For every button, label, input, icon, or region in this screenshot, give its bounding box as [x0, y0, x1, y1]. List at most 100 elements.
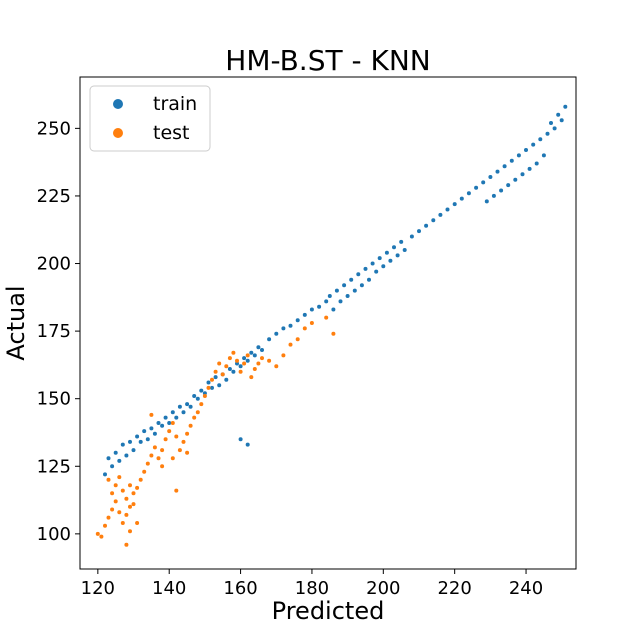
train-point: [324, 299, 329, 304]
y-tick-label: 100: [37, 524, 71, 545]
test-point: [124, 512, 129, 517]
train-point: [556, 112, 561, 117]
test-point: [149, 412, 154, 417]
test-point: [124, 542, 129, 547]
test-point: [188, 423, 193, 428]
train-point: [392, 245, 396, 250]
test-point: [142, 469, 147, 474]
train-point: [481, 180, 486, 185]
train-point: [113, 450, 118, 455]
train-point: [466, 191, 471, 196]
legend-train-marker: [113, 99, 123, 109]
train-point: [395, 253, 400, 258]
test-point: [103, 523, 107, 528]
train-point: [484, 199, 489, 204]
train-point: [538, 137, 543, 142]
train-point: [281, 326, 286, 331]
x-tick-label: 140: [152, 578, 186, 599]
y-axis-ticks: 100 125 150 175 200 225 250: [37, 118, 80, 545]
train-point: [206, 380, 211, 385]
test-point: [120, 488, 125, 493]
train-point: [103, 472, 107, 477]
test-point: [177, 448, 182, 453]
test-point: [252, 367, 257, 371]
train-point: [302, 312, 307, 317]
train-point: [334, 288, 339, 293]
test-point: [131, 502, 136, 507]
test-point: [210, 377, 214, 382]
test-point: [128, 504, 132, 509]
train-point: [317, 304, 322, 309]
test-point: [224, 364, 229, 369]
x-tick-label: 220: [437, 578, 471, 599]
train-point: [474, 185, 479, 190]
train-point: [452, 202, 457, 207]
test-point: [117, 475, 122, 480]
train-point: [506, 183, 511, 188]
test-point: [267, 358, 272, 363]
test-point: [156, 456, 161, 461]
x-tick-label: 120: [81, 578, 115, 599]
train-point: [210, 385, 214, 390]
test-point: [163, 437, 168, 442]
train-point: [174, 415, 179, 420]
train-point: [359, 283, 364, 288]
train-point: [188, 404, 193, 409]
train-point: [145, 437, 150, 442]
train-point: [495, 169, 500, 174]
train-point: [367, 277, 371, 282]
x-axis-label: Predicted: [272, 597, 385, 625]
train-point: [288, 323, 293, 328]
train-point: [128, 439, 132, 444]
test-point: [199, 402, 204, 407]
train-point: [117, 458, 122, 463]
train-point: [399, 239, 404, 244]
test-point: [152, 445, 157, 450]
test-point: [135, 485, 140, 490]
train-point: [374, 269, 379, 274]
train-point: [181, 410, 186, 415]
train-point: [402, 248, 407, 252]
train-point: [445, 207, 450, 212]
test-point: [288, 342, 293, 347]
train-point: [516, 153, 521, 158]
y-tick-label: 125: [37, 456, 71, 477]
plot-frame: [79, 76, 577, 570]
train-point: [274, 331, 279, 336]
test-point: [331, 331, 336, 336]
train-point: [349, 277, 354, 282]
test-point: [238, 369, 243, 374]
train-point: [342, 283, 347, 288]
train-point: [260, 348, 264, 352]
y-tick-label: 200: [37, 254, 71, 275]
x-tick-label: 160: [223, 578, 257, 599]
test-point: [167, 429, 172, 434]
y-axis-label: Actual: [2, 285, 30, 360]
test-point: [174, 434, 179, 439]
test-point: [195, 410, 200, 415]
y-tick-label: 225: [37, 186, 71, 207]
test-point: [192, 415, 197, 420]
x-axis-ticks: 120 140 160 180 200 220 240: [81, 569, 543, 599]
test-point: [202, 394, 207, 398]
train-point: [195, 396, 200, 401]
train-point: [167, 421, 172, 425]
train-point: [135, 434, 140, 439]
train-point: [249, 350, 254, 355]
test-point: [213, 369, 218, 374]
test-point: [131, 491, 136, 496]
train-point: [242, 356, 247, 361]
train-point: [563, 104, 568, 109]
train-point: [363, 266, 368, 271]
train-point: [124, 453, 129, 458]
train-point: [552, 126, 557, 131]
test-point: [113, 483, 118, 488]
y-tick-label: 175: [37, 321, 71, 342]
train-point: [199, 388, 204, 393]
test-point: [249, 375, 254, 380]
test-point: [106, 477, 111, 482]
test-point: [217, 361, 222, 366]
train-point: [224, 377, 229, 382]
test-point: [124, 496, 129, 501]
x-tick-label: 180: [295, 578, 329, 599]
